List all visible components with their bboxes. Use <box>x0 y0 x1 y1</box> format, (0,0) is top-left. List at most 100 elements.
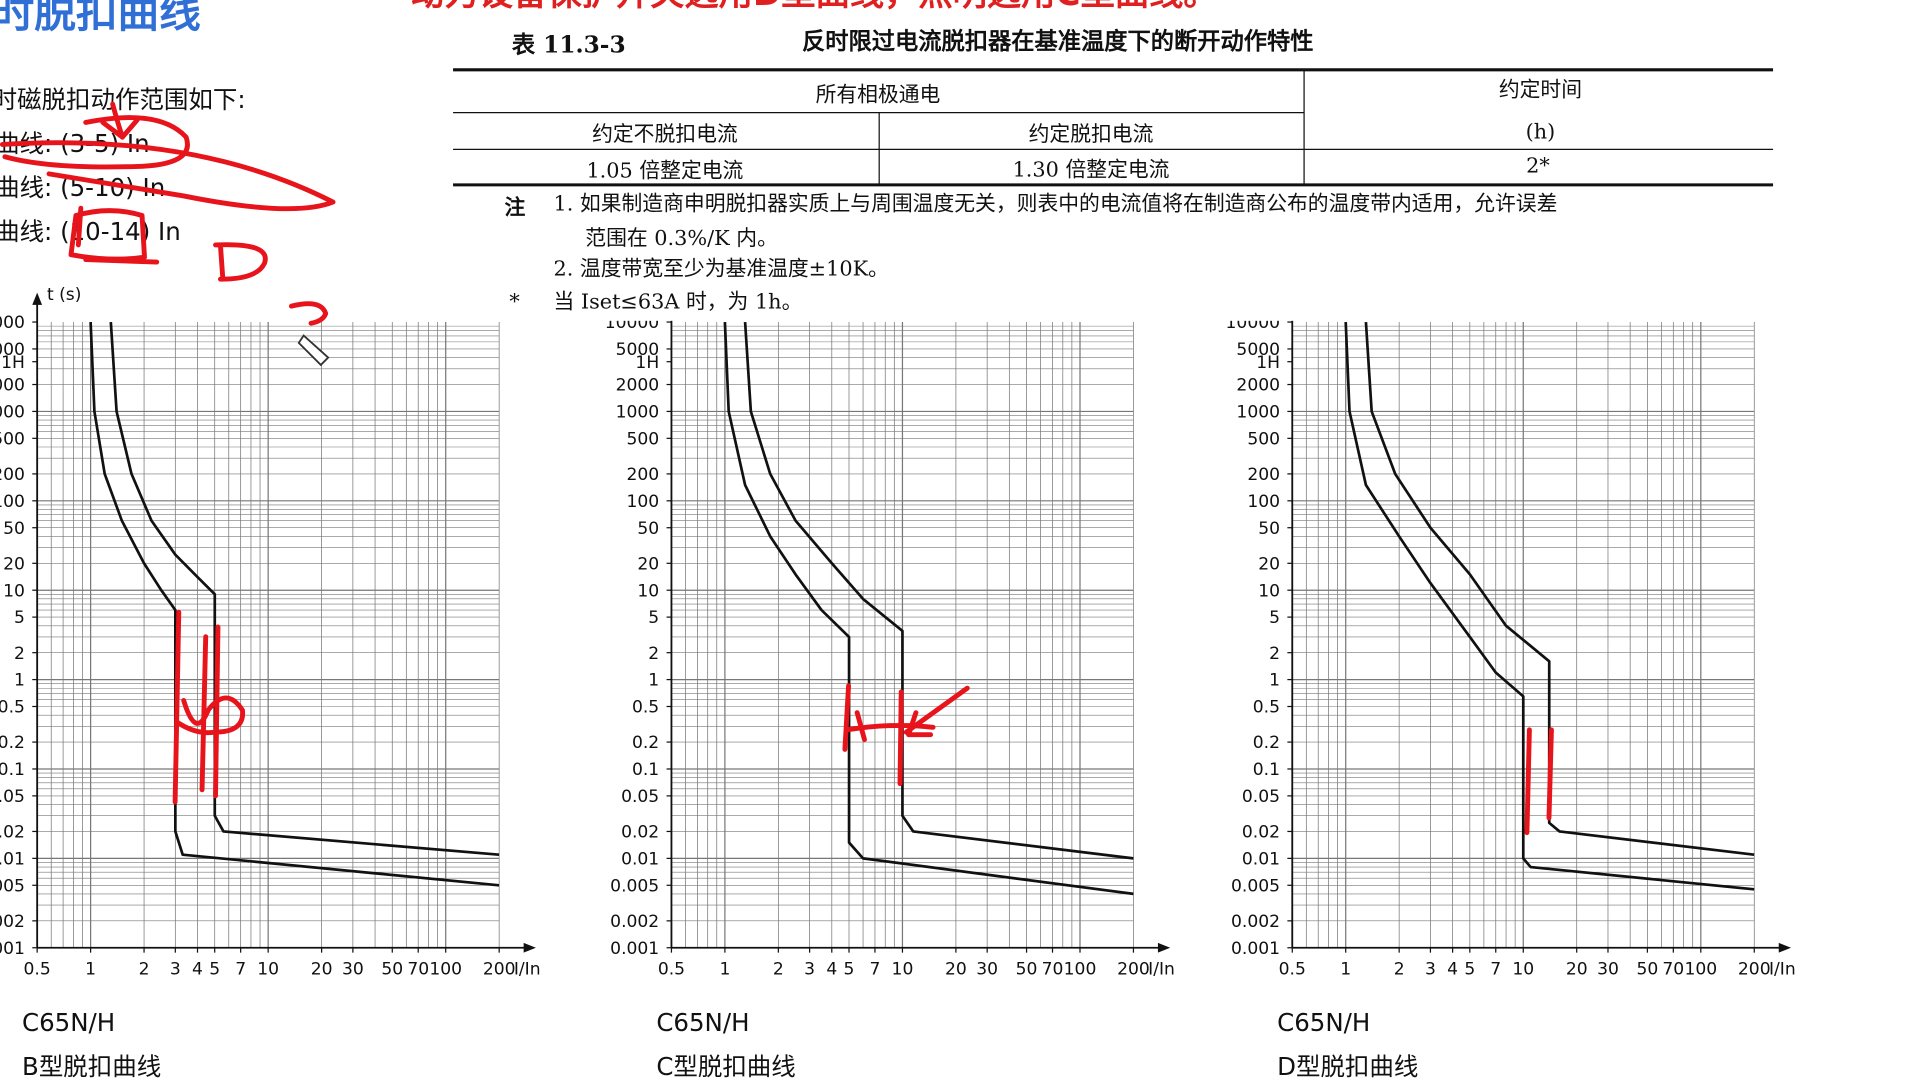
charts: t (s) I/In 10000 5000 1H 2000 1000 500 200 100 50 2… <box>0 285 1796 1080</box>
cursor <box>297 334 330 367</box>
annotation <box>213 242 268 282</box>
x-axis-arrow <box>1778 942 1791 953</box>
x-tick-label: 70 <box>1662 960 1684 980</box>
range: 曲线: (10-14) In <box>0 217 181 246</box>
y-tick-label: 0.001 <box>610 939 659 959</box>
x-tick-label: 0.5 <box>658 960 685 980</box>
y-tick-label: 2 <box>14 644 25 664</box>
y-tick-label: 0.1 <box>1253 760 1280 780</box>
y-tick-label: 0.002 <box>0 912 25 932</box>
x-tick-label: 0.5 <box>24 960 51 980</box>
chart-model: C65N/H <box>656 1008 749 1037</box>
y-tick-label: 500 <box>0 429 25 449</box>
chart-model: C65N/H <box>1277 1008 1370 1037</box>
x-tick-label: 30 <box>342 960 364 980</box>
header-cell: 约定脱扣电流 <box>1029 122 1154 146</box>
trip-curve <box>743 321 1134 860</box>
x-tick-label: 2 <box>773 960 784 980</box>
y-tick-label: 5 <box>14 608 25 628</box>
y-axis-arrow <box>32 292 43 305</box>
y-tick-label: 20 <box>637 554 659 574</box>
y-tick-label: 1000 <box>1236 403 1280 423</box>
y-tick-label: 1000 <box>0 403 25 423</box>
y-tick-label: 5 <box>648 608 659 628</box>
x-tick-label: 50 <box>381 960 403 980</box>
y-tick-label: 10 <box>3 581 25 601</box>
y-tick-label: 0.2 <box>0 733 25 753</box>
x-axis-arrow <box>523 942 536 953</box>
y-tick-label: 1 <box>648 671 659 691</box>
y-tick-label: 0.005 <box>610 876 659 896</box>
x-tick-label: 100 <box>429 960 462 980</box>
y-tick-label: 0.01 <box>0 849 25 869</box>
trip-chart: t (s)I/In1000050001H20001000500200100502… <box>0 285 541 1080</box>
x-tick-label: 3 <box>1425 960 1436 980</box>
y-tick-label: 0.5 <box>632 698 659 718</box>
y-tick-label: 1H <box>1256 353 1280 373</box>
annotation <box>0 140 336 212</box>
trip-curve <box>109 321 500 857</box>
chart-caption: C型脱扣曲线 <box>656 1052 795 1080</box>
y-tick-label: 0.05 <box>621 787 659 807</box>
y-tick-label: 0.01 <box>1242 849 1280 869</box>
note: 2. 温度带宽至少为基准温度±10K。 <box>553 257 888 281</box>
annotations <box>0 101 1554 836</box>
y-tick-label: 10 <box>1258 581 1280 601</box>
y-tick-label: 0.005 <box>0 876 25 896</box>
y-tick-label: 0.5 <box>0 698 25 718</box>
y-tick-label: 0.01 <box>621 849 659 869</box>
x-tick-label: 3 <box>804 960 815 980</box>
table: 表 11.3-3 反时限过电流脱扣器在基准温度下的断开动作特性 所有相极通电 约… <box>444 9 1802 321</box>
x-tick-label: 10 <box>257 960 279 980</box>
y-tick-label: 5000 <box>616 340 660 360</box>
x-tick-label: 0.5 <box>1279 960 1306 980</box>
intro: 时磁脱扣动作范围如下: <box>0 85 246 114</box>
x-tick-label: 70 <box>407 960 429 980</box>
y-tick-label: 50 <box>3 519 25 539</box>
x-tick-label: 100 <box>1064 960 1097 980</box>
trip-curve <box>1344 321 1755 891</box>
x-tick-label: 10 <box>892 960 914 980</box>
trip-curve <box>723 321 1134 896</box>
x-tick-label: 5 <box>209 960 220 980</box>
table-cell: 2* <box>1526 154 1550 178</box>
header-cell: 约定不脱扣电流 <box>592 122 738 146</box>
x-tick-label: 3 <box>170 960 181 980</box>
header-cell: 所有相极通电 <box>816 83 941 107</box>
y-tick-label: 500 <box>627 429 660 449</box>
y-tick-label: 10000 <box>0 313 25 333</box>
y-tick-label: 1 <box>1269 671 1280 691</box>
x-axis-arrow <box>1157 942 1171 953</box>
x-tick-label: 1 <box>1340 960 1351 980</box>
slide-title: 时脱扣曲线 <box>0 0 201 37</box>
y-tick-label: 2 <box>648 644 659 664</box>
trip-chart: t (s)I/In1000050001H20001000500200100502… <box>1226 285 1796 1080</box>
note: 范围在 0.3%/K 内。 <box>585 226 778 250</box>
x-tick-label: 200 <box>1738 960 1771 980</box>
trip-curve <box>89 321 500 887</box>
y-tick-label: 200 <box>627 465 660 485</box>
x-tick-label: 1 <box>719 960 730 980</box>
annotation <box>842 683 970 787</box>
x-tick-label: 2 <box>139 960 150 980</box>
annotation <box>1524 727 1554 836</box>
y-tick-label: 5000 <box>0 340 25 360</box>
y-tick-label: 100 <box>627 492 660 512</box>
table-cell: 1.30 倍整定电流 <box>1013 157 1170 181</box>
x-tick-label: 4 <box>826 960 837 980</box>
y-tick-label: 0.02 <box>621 823 659 843</box>
x-axis-label: I/In <box>514 960 541 980</box>
y-axis-label: t (s) <box>47 285 81 305</box>
y-tick-label: 2000 <box>0 376 25 396</box>
y-tick-label: 0.001 <box>0 939 25 959</box>
y-tick-label: 200 <box>0 465 25 485</box>
x-tick-label: 2 <box>1394 960 1405 980</box>
y-tick-label: 0.05 <box>1242 787 1280 807</box>
x-tick-label: 20 <box>311 960 333 980</box>
y-tick-label: 50 <box>1258 519 1280 539</box>
x-tick-label: 7 <box>1490 960 1501 980</box>
y-tick-label: 20 <box>1258 554 1280 574</box>
x-tick-label: 7 <box>869 960 880 980</box>
